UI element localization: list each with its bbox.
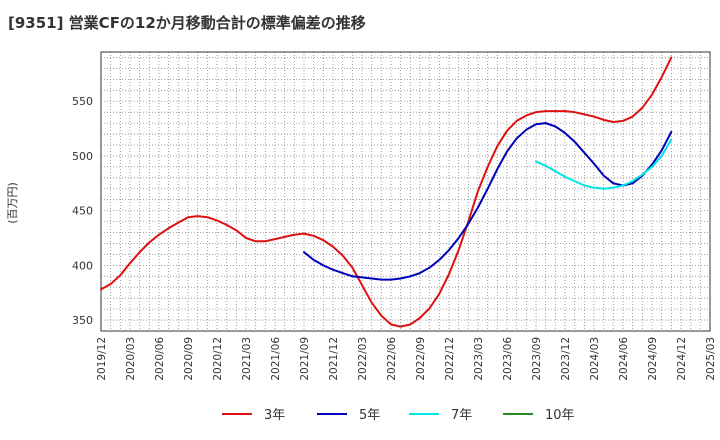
x-tick-label: 2021/09 bbox=[299, 337, 311, 381]
x-tick-label: 2023/03 bbox=[473, 337, 485, 381]
y-tick-label: 350 bbox=[72, 314, 93, 327]
x-tick-label: 2021/06 bbox=[270, 337, 282, 381]
y-tick-label: 550 bbox=[72, 95, 93, 108]
x-tick-label: 2022/06 bbox=[386, 337, 398, 381]
x-tick-label: 2020/06 bbox=[154, 337, 166, 381]
x-tick-label: 2023/06 bbox=[502, 337, 514, 381]
x-tick-label: 2022/09 bbox=[415, 337, 427, 381]
series-line bbox=[303, 122, 673, 281]
x-tick-label: 2021/12 bbox=[328, 337, 340, 381]
x-tick-label: 2024/06 bbox=[618, 337, 630, 381]
x-tick-label: 2025/03 bbox=[705, 337, 717, 381]
legend-label: 10年 bbox=[545, 408, 575, 423]
plot-frame bbox=[100, 51, 711, 332]
chart-title: [9351] 営業CFの12か月移動合計の標準偏差の推移 bbox=[8, 14, 366, 32]
series-line bbox=[100, 56, 673, 328]
x-tick-label: 2021/03 bbox=[241, 337, 253, 381]
y-tick-label: 400 bbox=[72, 259, 93, 272]
legend-label: 7年 bbox=[451, 408, 472, 423]
y-tick-label: 500 bbox=[72, 150, 93, 163]
x-tick-label: 2023/12 bbox=[560, 337, 572, 381]
x-tick-label: 2022/03 bbox=[357, 337, 369, 381]
legend-label: 3年 bbox=[264, 408, 285, 423]
x-tick-label: 2020/03 bbox=[125, 337, 137, 381]
x-tick-label: 2023/09 bbox=[531, 337, 543, 381]
x-tick-label: 2024/09 bbox=[647, 337, 659, 381]
y-axis-label: (百万円) bbox=[6, 182, 19, 224]
series-line bbox=[535, 138, 673, 190]
x-tick-label: 2024/12 bbox=[676, 337, 688, 381]
x-tick-label: 2019/12 bbox=[96, 337, 108, 381]
x-tick-label: 2020/09 bbox=[183, 337, 195, 381]
plot-area bbox=[101, 52, 710, 331]
x-tick-label: 2022/12 bbox=[444, 337, 456, 381]
legend-label: 5年 bbox=[359, 408, 380, 423]
x-tick-label: 2020/12 bbox=[212, 337, 224, 381]
y-tick-label: 450 bbox=[72, 205, 93, 218]
x-tick-label: 2024/03 bbox=[589, 337, 601, 381]
